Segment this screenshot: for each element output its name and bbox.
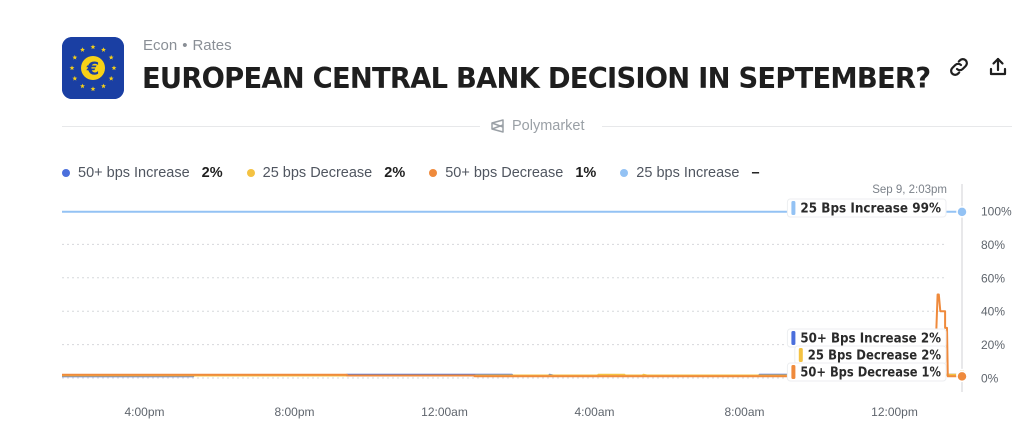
- eu-star: [108, 54, 114, 60]
- legend-label: 25 bps Decrease: [262, 165, 373, 181]
- polymarket-logo-icon: [491, 119, 504, 133]
- x-tick-label: 8:00am: [724, 405, 764, 419]
- legend-dot: [246, 169, 255, 177]
- eu-star: [72, 54, 78, 60]
- chart-legend: 50+ bps Increase 2% 25 bps Decrease 2% 5…: [62, 165, 760, 181]
- eu-star: [69, 65, 75, 71]
- eu-star: [80, 83, 85, 89]
- legend-label: 50+ bps Increase: [78, 165, 190, 181]
- tooltip-label: 25 Bps Decrease 2%: [808, 349, 941, 364]
- x-tick-label: 12:00am: [421, 405, 468, 419]
- eu-star: [80, 47, 85, 52]
- legend-item-25-decrease[interactable]: 25 bps Decrease 2%: [246, 165, 406, 181]
- share-button[interactable]: [986, 55, 1010, 79]
- x-tick-label: 12:00pm: [871, 405, 918, 419]
- legend-value: 2%: [201, 165, 223, 181]
- series-line: [62, 293, 962, 378]
- svg-text:€: €: [86, 59, 100, 80]
- divider-left: [62, 126, 480, 127]
- eu-star: [101, 83, 106, 89]
- legend-label: 50+ bps Decrease: [445, 165, 564, 181]
- eu-flag-euro-icon: €: [62, 37, 124, 99]
- breadcrumb-subcategory[interactable]: Rates: [192, 37, 232, 54]
- breadcrumb-category[interactable]: Econ: [143, 37, 178, 54]
- legend-item-50-increase[interactable]: 50+ bps Increase 2%: [62, 165, 223, 181]
- y-tick-label: 20%: [981, 338, 1005, 352]
- eu-star: [90, 44, 96, 50]
- copy-link-button[interactable]: [947, 55, 971, 79]
- x-tick-label: 4:00pm: [124, 405, 164, 419]
- series-end-marker: [956, 206, 968, 218]
- legend-value: –: [751, 165, 760, 181]
- eu-star: [90, 86, 96, 92]
- tooltip-swatch: [791, 201, 796, 215]
- tooltip-swatch: [791, 365, 796, 379]
- legend-value: 2%: [384, 165, 406, 181]
- y-tick-label: 80%: [981, 238, 1005, 252]
- tooltip-label: 50+ Bps Decrease 1%: [800, 366, 941, 381]
- eu-star: [108, 75, 114, 81]
- link-icon: [950, 58, 968, 76]
- tooltip-label: 50+ Bps Increase 2%: [800, 332, 941, 347]
- y-tick-label: 0%: [981, 372, 999, 386]
- y-tick-label: 60%: [981, 271, 1005, 285]
- tooltip-box: [786, 362, 947, 382]
- legend-label: 25 bps Increase: [636, 165, 740, 181]
- brand-watermark: Polymarket: [490, 118, 585, 134]
- eu-star: [111, 65, 117, 71]
- x-tick-label: 8:00pm: [274, 405, 314, 419]
- eu-star: [101, 47, 106, 52]
- divider-right: [602, 126, 1012, 127]
- legend-item-25-increase[interactable]: 25 bps Increase –: [620, 165, 760, 181]
- y-tick-label: 40%: [981, 305, 1005, 319]
- legend-value: 1%: [575, 165, 597, 181]
- brand-label: Polymarket: [512, 118, 585, 134]
- eu-star: [72, 75, 78, 81]
- share-icon: [989, 57, 1007, 76]
- hover-timestamp: Sep 9, 2:03pm: [872, 184, 947, 196]
- tooltip-box: [786, 198, 947, 218]
- page-title: EUROPEAN CENTRAL BANK DECISION IN SEPTEM…: [142, 62, 931, 95]
- series-end-marker: [956, 370, 968, 383]
- legend-item-50-decrease[interactable]: 50+ bps Decrease 1%: [429, 165, 596, 181]
- tooltip-swatch: [798, 348, 803, 362]
- market-logo: €: [62, 37, 124, 99]
- legend-dot: [429, 169, 438, 177]
- breadcrumb: Econ • Rates: [143, 37, 232, 54]
- x-tick-label: 4:00am: [574, 405, 614, 419]
- legend-dot: [620, 169, 629, 177]
- y-tick-label: 100%: [981, 205, 1012, 219]
- tooltip-swatch: [791, 331, 796, 345]
- legend-dot: [62, 169, 70, 177]
- tooltip-label: 25 Bps Increase 99%: [800, 202, 941, 217]
